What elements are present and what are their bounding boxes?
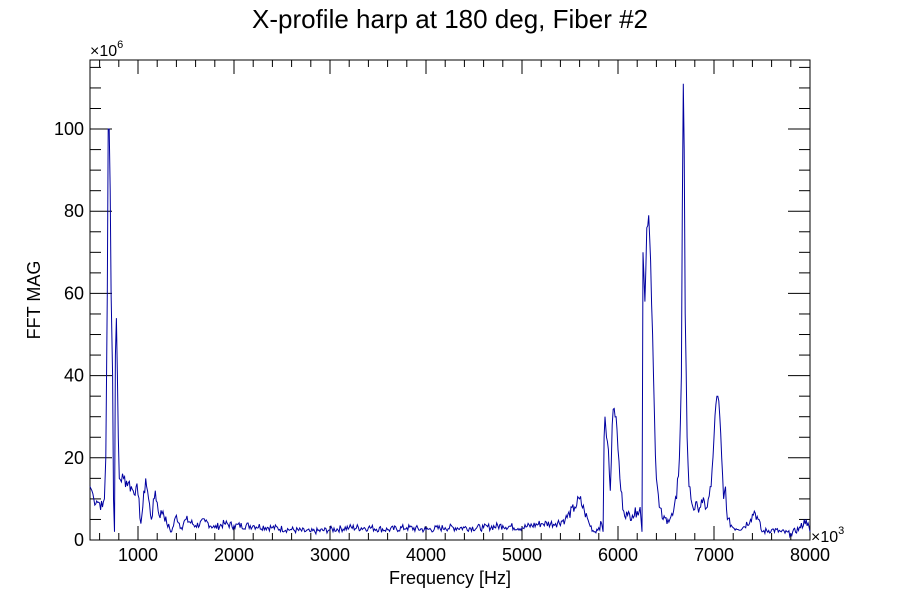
x-tick-label: 6000 — [598, 545, 638, 565]
series-line-fft-mag — [89, 83, 811, 539]
x-tick-label: 2000 — [214, 545, 254, 565]
x-exponent-power: 3 — [838, 525, 844, 537]
y-tick-label: 40 — [64, 366, 84, 386]
x-tick-labels: 1000 2000 3000 4000 5000 6000 7000 8000 — [118, 545, 830, 565]
axis-ticks — [90, 60, 811, 541]
y-exponent-base: ×10 — [90, 43, 117, 60]
x-tick-label: 7000 — [694, 545, 734, 565]
x-axis-label: Frequency [Hz] — [389, 568, 511, 588]
y-tick-label: 80 — [64, 201, 84, 221]
x-tick-label: 4000 — [406, 545, 446, 565]
y-exponent-power: 6 — [117, 39, 123, 51]
y-tick-label: 20 — [64, 448, 84, 468]
plot-frame — [89, 59, 811, 541]
x-exponent: ×103 — [811, 525, 844, 546]
x-tick-label: 3000 — [310, 545, 350, 565]
x-tick-label: 8000 — [790, 545, 830, 565]
y-axis-label: FFT MAG — [24, 261, 44, 340]
x-tick-label: 1000 — [118, 545, 158, 565]
y-tick-labels: 0 20 40 60 80 100 — [54, 119, 84, 550]
y-tick-label: 100 — [54, 119, 84, 139]
x-exponent-base: ×10 — [811, 529, 838, 546]
y-exponent: ×106 — [90, 39, 123, 60]
x-tick-label: 5000 — [502, 545, 542, 565]
y-tick-label: 0 — [74, 530, 84, 550]
y-tick-label: 60 — [64, 283, 84, 303]
chart-title: X-profile harp at 180 deg, Fiber #2 — [252, 4, 648, 34]
